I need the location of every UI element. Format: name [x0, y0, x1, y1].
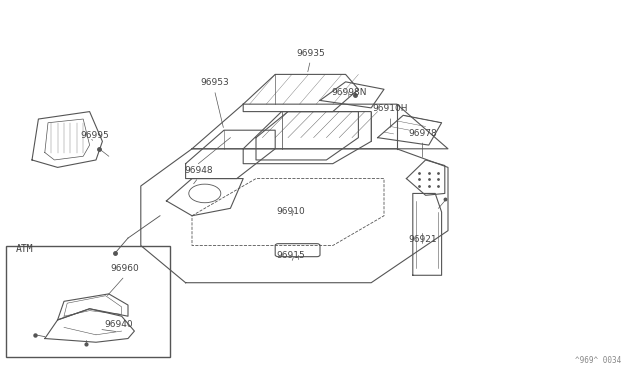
Text: 96960: 96960	[111, 264, 139, 273]
Text: 96978: 96978	[408, 129, 436, 138]
Text: 96921: 96921	[408, 235, 436, 244]
Text: 96995: 96995	[81, 131, 109, 140]
Text: 96953: 96953	[200, 78, 228, 87]
Text: ^969^ 0034: ^969^ 0034	[575, 356, 621, 365]
Text: 96948: 96948	[184, 166, 212, 175]
Text: 96998N: 96998N	[331, 88, 367, 97]
Text: 96915: 96915	[277, 251, 305, 260]
Bar	[6, 246, 170, 357]
Text: 96910H: 96910H	[372, 105, 408, 113]
Text: 96935: 96935	[296, 49, 324, 58]
Text: 96940: 96940	[104, 320, 132, 329]
Text: ATM: ATM	[16, 244, 34, 254]
Text: 96910: 96910	[277, 207, 305, 216]
